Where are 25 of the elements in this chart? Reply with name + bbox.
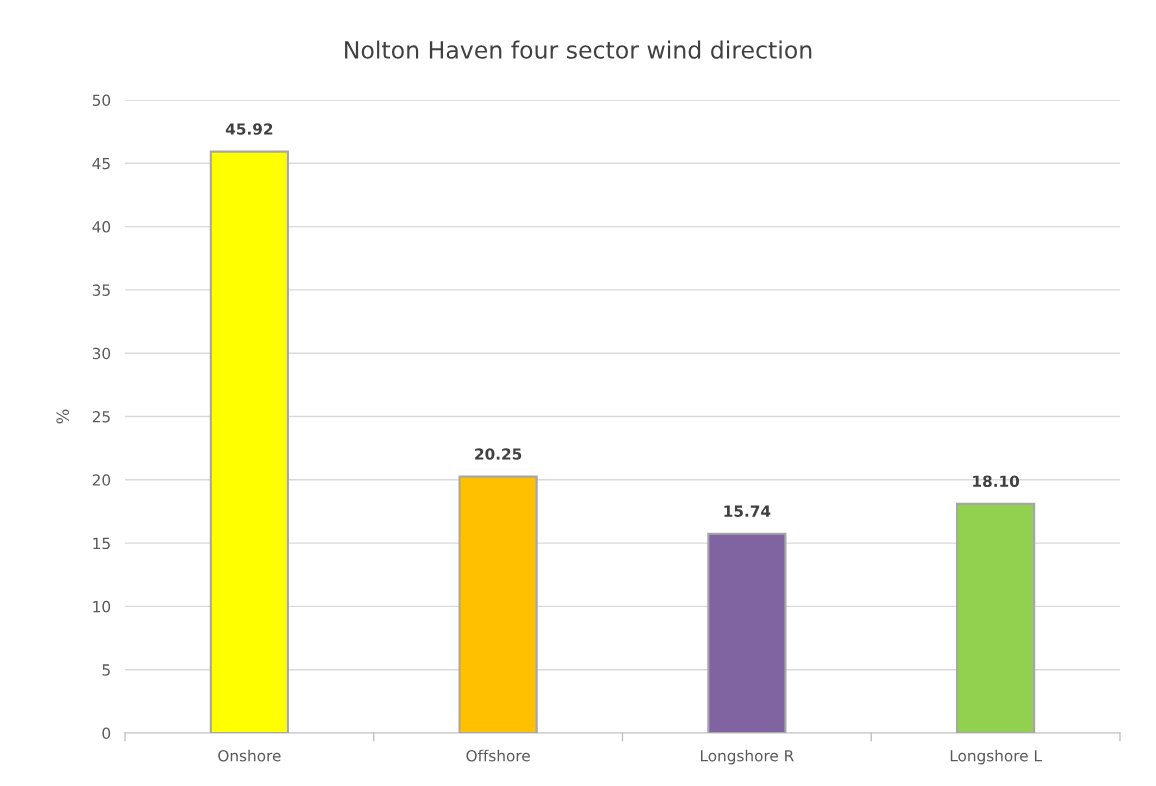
y-tick-label: 20 <box>92 474 111 486</box>
x-tick-label: Longshore R <box>700 749 794 765</box>
chart-title: Nolton Haven four sector wind direction <box>345 40 812 59</box>
data-label: 45.92 <box>225 123 273 135</box>
y-axis-title: % <box>56 409 69 424</box>
y-tick-label: 35 <box>92 284 110 296</box>
y-tick-label: 5 <box>102 664 110 676</box>
x-tick-label: Longshore L <box>950 749 1042 765</box>
bar <box>707 532 787 733</box>
y-tick-label: 50 <box>92 94 111 107</box>
bar <box>458 475 538 733</box>
x-tick-label: Onshore <box>218 749 281 762</box>
y-tick-label: 25 <box>92 410 110 423</box>
y-tick-label: 0 <box>102 727 111 740</box>
data-label: 15.74 <box>724 505 771 517</box>
y-tick-label: 15 <box>93 537 110 550</box>
x-tick-label: Offshore <box>466 749 530 762</box>
data-label: 18.10 <box>973 475 1020 488</box>
data-label: 20.25 <box>475 448 522 460</box>
y-tick-label: 10 <box>93 600 111 613</box>
y-tick-label: 40 <box>92 221 111 233</box>
y-tick-label: 30 <box>92 347 111 360</box>
bar <box>956 502 1036 733</box>
y-tick-label: 45 <box>92 157 110 170</box>
bar <box>209 150 289 733</box>
